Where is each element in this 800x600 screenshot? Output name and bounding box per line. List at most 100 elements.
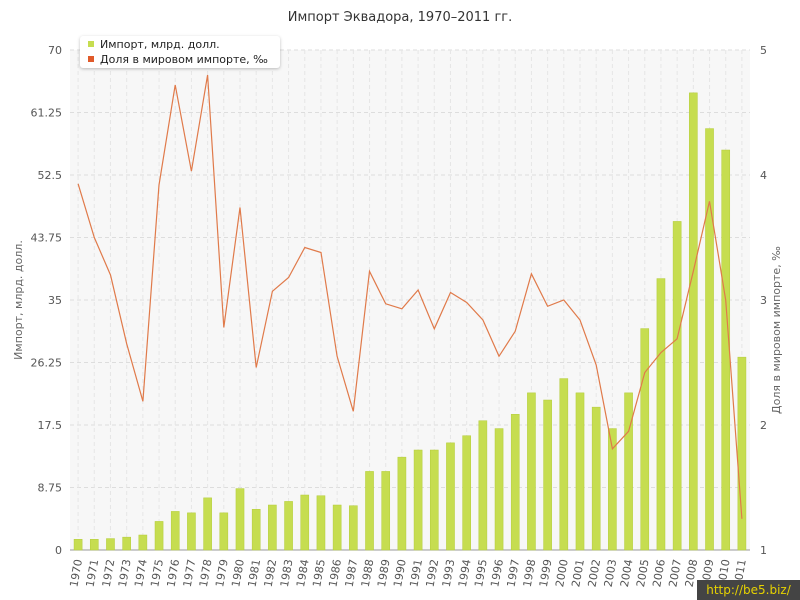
- x-tick-label: 1977: [181, 558, 199, 588]
- x-tick-label: 1971: [84, 558, 102, 588]
- legend-item-import[interactable]: Импорт, млрд. долл.: [88, 38, 220, 52]
- bar-1984: [300, 494, 310, 551]
- y-right-tick-label: 3: [760, 294, 767, 307]
- y-left-tick-label: 52.5: [38, 169, 63, 182]
- watermark[interactable]: http://be5.biz/: [697, 580, 800, 600]
- bar-2001: [575, 392, 585, 551]
- legend-label-import: Импорт, млрд. долл.: [100, 38, 220, 51]
- legend-item-share[interactable]: Доля в мировом импорте, ‰: [88, 53, 268, 67]
- x-tick-label: 1976: [165, 558, 183, 588]
- y-left-tick-label: 8.75: [38, 482, 63, 495]
- bar-2003: [608, 428, 617, 551]
- bar-1988: [365, 471, 374, 551]
- bar-1979: [219, 512, 229, 551]
- x-tick-label: 2006: [650, 558, 668, 588]
- x-tick-label: 2000: [553, 558, 571, 588]
- x-tick-label: 1978: [197, 558, 215, 588]
- x-tick-label: 2001: [569, 558, 587, 588]
- bar-2011: [737, 356, 747, 551]
- y-left-tick-label: 0: [55, 544, 62, 557]
- x-tick-label: 2007: [666, 558, 684, 588]
- x-tick-label: 1991: [407, 558, 425, 588]
- x-tick-label: 1980: [229, 558, 247, 588]
- bar-1973: [122, 536, 131, 551]
- bar-1992: [429, 449, 439, 551]
- bar-2006: [656, 278, 666, 551]
- bar-1976: [170, 511, 180, 551]
- x-tick-label: 1994: [456, 558, 474, 588]
- y-left-tick-label: 70: [48, 44, 62, 57]
- chart-legend: Импорт, млрд. долл. Доля в мировом импор…: [80, 36, 280, 68]
- bar-1983: [284, 501, 293, 551]
- y-right-tick-label: 5: [760, 44, 767, 57]
- bar-1980: [235, 488, 245, 551]
- x-tick-label: 1992: [424, 558, 442, 588]
- x-tick-label: 1974: [132, 558, 150, 588]
- bar-2009: [705, 128, 714, 551]
- share-line: [77, 74, 743, 519]
- bar-1977: [187, 512, 196, 551]
- y-left-tick-label: 43.75: [31, 232, 63, 245]
- bar-1974: [138, 534, 148, 551]
- bar-2002: [591, 406, 601, 551]
- x-tick-label: 1973: [116, 558, 134, 588]
- x-tick-label: 1986: [326, 558, 344, 588]
- x-tick-label: 1997: [505, 558, 523, 588]
- x-tick-label: 2005: [634, 558, 652, 588]
- x-tick-label: 1990: [391, 558, 409, 588]
- bar-1989: [381, 471, 391, 551]
- bar-1970: [73, 539, 83, 551]
- bar-1990: [397, 456, 407, 551]
- bar-1971: [89, 539, 99, 551]
- bar-1996: [494, 428, 504, 551]
- bar-2008: [689, 92, 698, 551]
- legend-swatch-import: [88, 41, 94, 47]
- bar-1995: [478, 420, 488, 551]
- x-tick-label: 1984: [294, 558, 312, 588]
- y-left-tick-label: 26.25: [31, 357, 63, 370]
- x-tick-label: 1996: [488, 558, 506, 588]
- y-right-axis-label: Доля в мировом импорте, ‰: [770, 246, 783, 414]
- y-left-axis-label: Импорт, млрд. долл.: [12, 240, 25, 360]
- bar-1982: [268, 504, 277, 551]
- x-tick-label: 1972: [100, 558, 118, 588]
- x-tick-label: 1985: [310, 558, 328, 588]
- chart-title: Импорт Эквадора, 1970–2011 гг.: [287, 10, 513, 25]
- bar-1987: [349, 505, 358, 551]
- bar-2000: [559, 378, 569, 551]
- x-tick-label: 1970: [67, 558, 85, 588]
- x-tick-label: 1989: [375, 558, 393, 588]
- bar-1994: [462, 435, 471, 551]
- legend-label-share: Доля в мировом импорте, ‰: [100, 53, 268, 66]
- bar-1998: [527, 392, 536, 551]
- x-tick-label: 1999: [537, 558, 555, 588]
- bar-2007: [672, 221, 682, 551]
- bar-1991: [413, 449, 423, 551]
- x-tick-label: 1998: [521, 558, 539, 588]
- x-tick-label: 1975: [148, 558, 166, 588]
- bar-1972: [106, 538, 115, 551]
- bar-1993: [446, 442, 455, 551]
- bar-1978: [203, 497, 212, 551]
- bar-1999: [543, 399, 552, 551]
- x-tick-label: 2008: [683, 558, 701, 588]
- y-right-tick-label: 4: [760, 169, 767, 182]
- x-tick-label: 2003: [602, 558, 620, 588]
- bar-1975: [154, 521, 164, 551]
- x-tick-label: 1987: [343, 558, 361, 588]
- x-tick-label: 1979: [213, 558, 231, 588]
- bar-1986: [332, 504, 342, 551]
- bar-2005: [640, 328, 650, 551]
- x-tick-label: 1981: [245, 558, 263, 588]
- bar-2004: [624, 392, 633, 551]
- bar-1981: [251, 509, 261, 551]
- x-tick-label: 2004: [618, 558, 636, 588]
- x-tick-label: 2002: [585, 558, 603, 588]
- legend-swatch-share: [88, 56, 94, 62]
- x-tick-label: 1993: [440, 558, 458, 588]
- y-right-tick-label: 2: [760, 419, 767, 432]
- y-left-tick-label: 17.5: [38, 419, 63, 432]
- x-tick-label: 1982: [262, 558, 280, 588]
- bar-1997: [510, 414, 520, 551]
